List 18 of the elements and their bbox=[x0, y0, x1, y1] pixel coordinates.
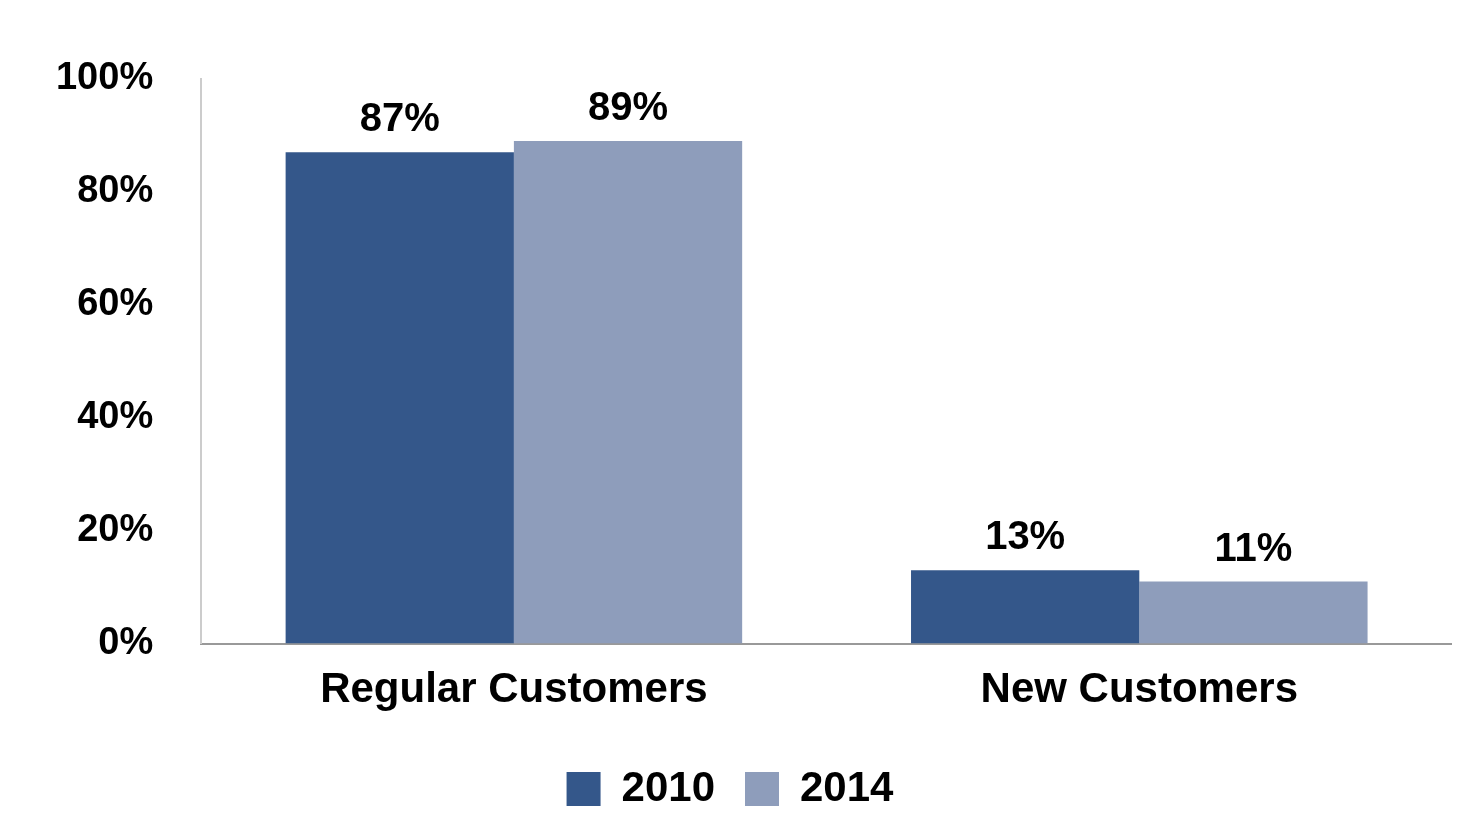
x-tick-label: Regular Customers bbox=[320, 664, 708, 712]
legend-label: 2010 bbox=[621, 762, 715, 810]
y-tick-label: 20% bbox=[77, 507, 154, 550]
y-tick-label: 0% bbox=[98, 620, 154, 663]
data-label: 13% bbox=[985, 513, 1066, 558]
data-label: 87% bbox=[359, 95, 440, 140]
bar bbox=[1139, 581, 1368, 644]
bar bbox=[285, 152, 514, 644]
y-tick-label: 80% bbox=[77, 168, 154, 211]
data-label: 89% bbox=[588, 83, 669, 128]
data-label: 11% bbox=[1214, 524, 1293, 569]
legend-label: 2014 bbox=[800, 762, 895, 810]
x-tick-label: New Customers bbox=[980, 664, 1299, 712]
y-tick-label: 40% bbox=[77, 394, 154, 437]
bar bbox=[513, 140, 743, 644]
y-tick-label: 60% bbox=[77, 281, 154, 324]
y-tick-label: 100% bbox=[55, 55, 154, 98]
bar bbox=[911, 570, 1140, 644]
